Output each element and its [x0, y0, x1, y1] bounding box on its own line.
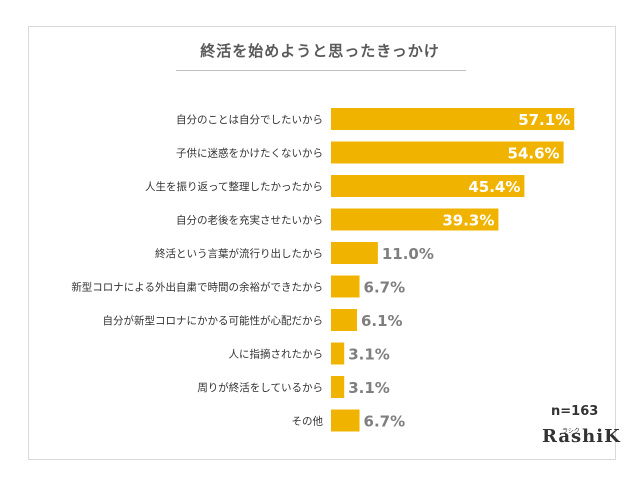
data-label: 6.1%: [361, 312, 403, 330]
data-label: 3.1%: [348, 379, 390, 397]
category-label: 自分のことは自分でしたいから: [176, 113, 323, 126]
title-underline: [176, 70, 466, 71]
bar: [331, 108, 575, 130]
bar: [331, 141, 564, 164]
bar: [331, 376, 345, 398]
bar: [331, 309, 357, 331]
category-label: 人生を振り返って整理したかったから: [145, 180, 323, 193]
bar: [331, 409, 360, 432]
category-label: 自分が新型コロナにかかる可能性が心配だから: [103, 314, 324, 327]
data-label: 54.6%: [508, 145, 560, 163]
logo-subtext: ラシク: [562, 428, 580, 435]
category-label: 子供に迷惑をかけたくないから: [176, 147, 323, 160]
bar: [331, 208, 499, 231]
sample-size-label: n=163: [551, 404, 599, 419]
category-label: 自分の老後を充実させたいから: [176, 214, 323, 227]
data-label: 6.7%: [364, 413, 406, 431]
data-label: 6.7%: [364, 279, 406, 297]
data-label: 45.4%: [468, 178, 520, 196]
bar: [331, 342, 345, 365]
chart-title: 終活を始めようと思ったきっかけ: [200, 42, 440, 60]
bar: [331, 242, 378, 264]
data-label: 39.3%: [442, 212, 494, 230]
rashik-logo: RashiK ラシク: [542, 426, 621, 456]
chart-frame: [28, 26, 616, 460]
bar: [331, 175, 525, 197]
bar: [331, 275, 360, 298]
data-label: 11.0%: [382, 245, 434, 263]
logo-text: RashiK: [542, 426, 621, 447]
category-label: 新型コロナによる外出自粛で時間の余裕ができたから: [71, 281, 323, 294]
data-label: 57.1%: [518, 111, 570, 129]
category-label: 終活という言葉が流行り出したから: [155, 247, 323, 260]
category-label: 周りが終活をしているから: [197, 381, 323, 394]
category-label: その他: [292, 415, 324, 428]
data-label: 3.1%: [348, 346, 390, 364]
category-label: 人に指摘されたから: [229, 348, 324, 361]
